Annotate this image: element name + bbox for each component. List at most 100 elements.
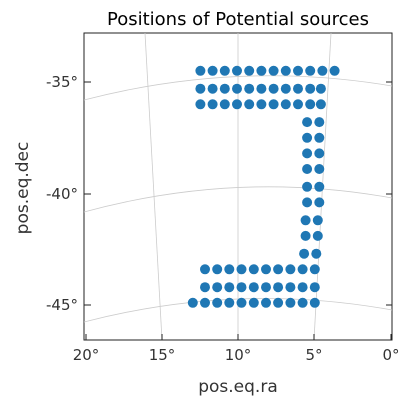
data-point [314,197,325,208]
x-tick-label: 5° [305,346,322,364]
data-point [302,181,313,192]
data-point [329,65,340,76]
data-point [302,132,313,143]
data-point [244,83,255,94]
data-point [280,65,291,76]
data-point [256,83,267,94]
data-point [305,99,316,110]
data-point [273,297,284,308]
data-point [268,83,279,94]
data-point [314,117,325,128]
data-point [219,83,230,94]
data-point [224,297,235,308]
data-point [232,99,242,110]
y-tick-label: -40° [46,185,78,203]
x-axis: 20° 15° 10° 5° 0° [73,334,400,364]
data-point [248,282,259,293]
data-point [236,297,247,308]
data-point [293,99,303,110]
data-point [302,117,313,128]
data-point [212,282,223,293]
data-point [244,99,255,110]
data-point [305,83,316,94]
data-point [195,65,206,76]
x-tick-label: 20° [73,346,100,364]
data-point [314,148,325,159]
data-point [268,99,279,110]
data-point [195,99,206,110]
x-tick-label: 0° [382,346,399,364]
data-point [200,264,210,275]
data-point [302,164,313,174]
x-tick-label: 10° [225,346,252,364]
data-point [261,264,271,275]
y-axis: -35° -40° -45° [46,73,392,314]
data-point [299,248,310,259]
data-point [187,297,198,308]
data-point [219,65,230,76]
data-point [207,83,218,94]
data-point [212,297,223,308]
data-point [200,282,210,293]
data-point [224,282,235,293]
data-point [314,181,325,192]
data-point [212,264,223,275]
data-point [207,65,218,76]
data-point [300,215,311,226]
data-point [302,148,313,159]
y-axis-label: pos.eq.dec [13,142,33,235]
data-point [309,297,320,308]
data-point [315,99,326,110]
data-point [219,99,230,110]
ra-gridline [144,32,163,341]
data-point [300,230,311,241]
data-point [297,297,308,308]
data-point [256,99,267,110]
data-point [302,197,313,208]
data-point [285,264,296,275]
data-point [309,264,320,275]
data-point [305,65,316,76]
data-point [244,65,255,76]
data-point [311,248,322,259]
data-point [312,230,323,241]
data-point [232,83,242,94]
data-point [236,282,247,293]
data-point [248,297,259,308]
data-point [285,282,296,293]
data-point [256,65,267,76]
data-point [236,264,247,275]
data-point [207,99,218,110]
data-point [200,297,210,308]
data-point [312,215,323,226]
data-point [195,83,206,94]
data-point [280,99,291,110]
data-point [268,65,279,76]
data-point [317,65,328,76]
data-point [261,297,271,308]
data-point [314,132,325,143]
data-point [293,65,303,76]
data-point [314,164,325,174]
data-point [293,83,303,94]
data-point [224,264,235,275]
data-point [297,282,308,293]
data-point [248,264,259,275]
x-tick-label: 15° [149,346,176,364]
chart-title: Positions of Potential sources [107,9,369,30]
data-points [187,65,340,308]
plot-area [83,32,393,341]
data-point [309,282,320,293]
data-point [315,83,326,94]
data-point [273,264,284,275]
y-tick-label: -35° [46,73,78,91]
data-point [232,65,242,76]
data-point [297,264,308,275]
y-tick-label: -45° [46,296,78,314]
data-point [280,83,291,94]
data-point [273,282,284,293]
x-axis-label: pos.eq.ra [198,377,278,397]
data-point [285,297,296,308]
data-point [261,282,271,293]
